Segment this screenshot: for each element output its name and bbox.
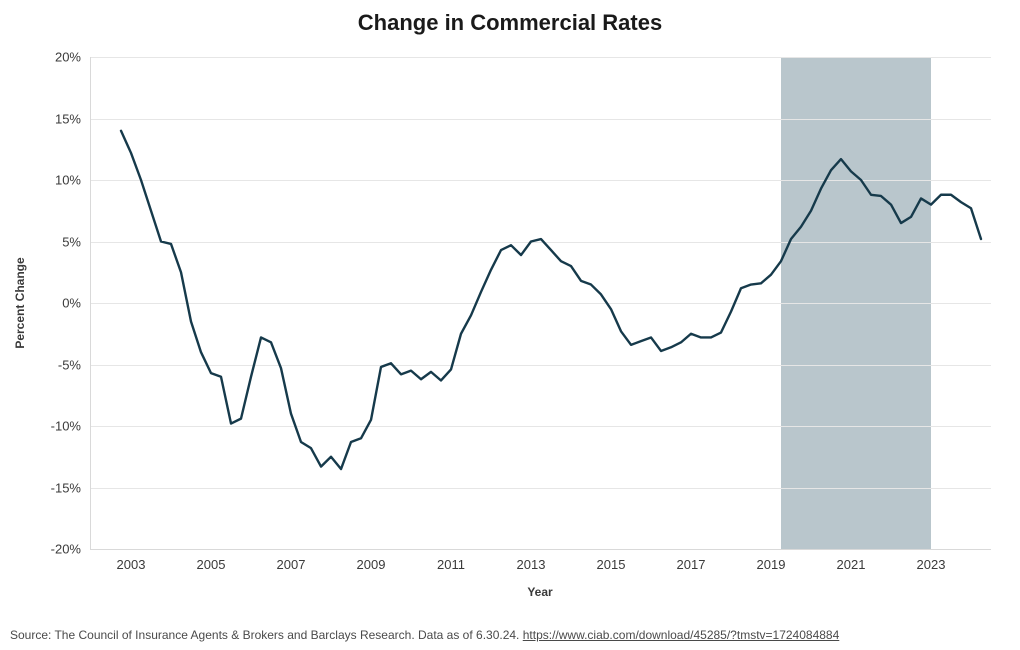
y-tick-label: 5% xyxy=(62,234,81,249)
x-tick-label: 2005 xyxy=(197,557,226,572)
x-axis-title: Year xyxy=(90,585,990,599)
chart-container: Change in Commercial Rates -20%-15%-10%-… xyxy=(0,0,1020,650)
series-layer xyxy=(91,57,991,549)
x-tick-label: 2023 xyxy=(917,557,946,572)
plot-area: -20%-15%-10%-5%0%5%10%15%20%200320052007… xyxy=(90,57,991,550)
y-axis-title: Percent Change xyxy=(13,257,27,348)
source-link[interactable]: https://www.ciab.com/download/45285/?tms… xyxy=(523,628,840,642)
x-tick-label: 2015 xyxy=(597,557,626,572)
y-tick-label: -10% xyxy=(51,419,81,434)
y-tick-label: -5% xyxy=(58,357,81,372)
x-tick-label: 2017 xyxy=(677,557,706,572)
y-tick-label: 15% xyxy=(55,111,81,126)
x-tick-label: 2007 xyxy=(277,557,306,572)
y-tick-label: 0% xyxy=(62,296,81,311)
series-line xyxy=(121,131,981,469)
source-citation: Source: The Council of Insurance Agents … xyxy=(10,628,839,642)
source-text: Source: The Council of Insurance Agents … xyxy=(10,628,523,642)
y-tick-label: -15% xyxy=(51,480,81,495)
x-tick-label: 2009 xyxy=(357,557,386,572)
y-tick-label: -20% xyxy=(51,542,81,557)
x-tick-label: 2003 xyxy=(117,557,146,572)
y-tick-label: 10% xyxy=(55,173,81,188)
x-tick-label: 2013 xyxy=(517,557,546,572)
chart-title: Change in Commercial Rates xyxy=(0,10,1020,36)
x-tick-label: 2011 xyxy=(437,557,465,572)
x-tick-label: 2019 xyxy=(757,557,786,572)
x-tick-label: 2021 xyxy=(837,557,866,572)
y-tick-label: 20% xyxy=(55,50,81,65)
